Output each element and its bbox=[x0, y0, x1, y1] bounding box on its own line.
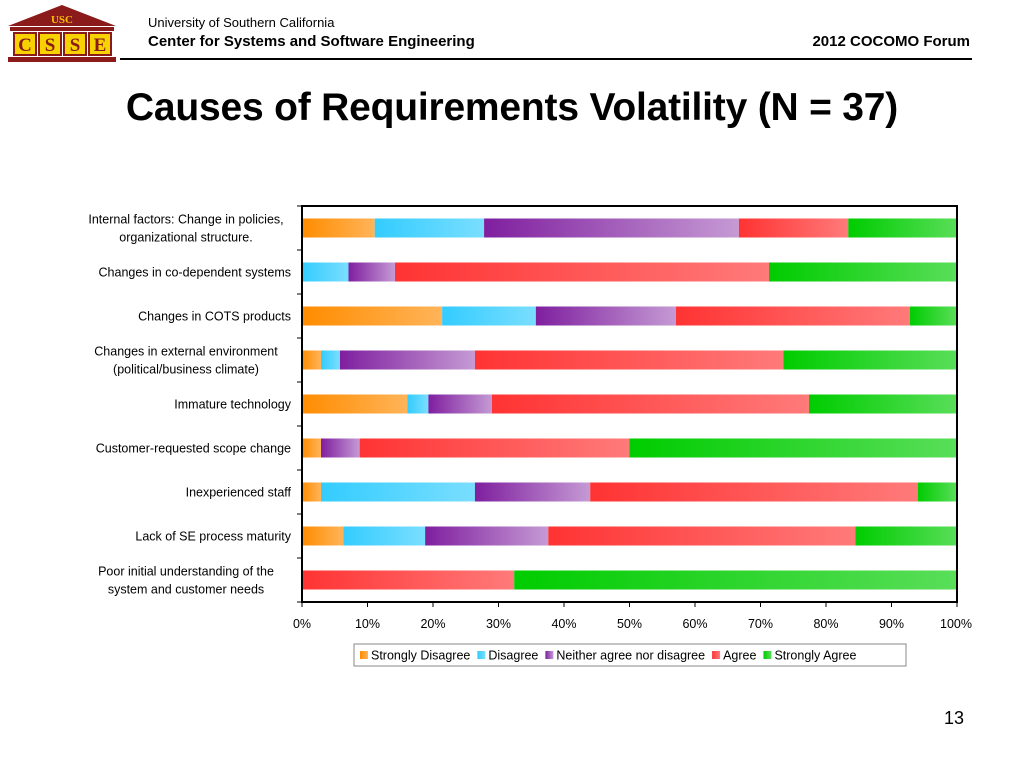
bar-segment bbox=[442, 306, 536, 326]
category-label: Inexperienced staff bbox=[186, 486, 292, 500]
bar-segment bbox=[491, 394, 809, 414]
category-label: Changes in co-dependent systems bbox=[99, 266, 291, 280]
center-name: Center for Systems and Software Engineer… bbox=[148, 33, 475, 50]
logo-letter-box bbox=[63, 32, 87, 56]
university-name: University of Southern California bbox=[148, 15, 335, 30]
bar-segment bbox=[302, 262, 349, 282]
legend-swatch bbox=[712, 651, 721, 659]
legend-label: Disagree bbox=[488, 649, 538, 663]
bar-segment bbox=[769, 262, 957, 282]
x-tick-label: 20% bbox=[420, 617, 445, 631]
x-tick-label: 50% bbox=[617, 617, 642, 631]
bar-segment bbox=[514, 570, 957, 590]
bar-segment bbox=[738, 218, 849, 238]
legend-label: Strongly Agree bbox=[774, 649, 856, 663]
header-divider bbox=[120, 58, 972, 60]
bar-segment bbox=[407, 394, 429, 414]
bar-segment bbox=[374, 218, 485, 238]
category-label: Changes in COTS products bbox=[138, 310, 291, 324]
x-tick-label: 80% bbox=[813, 617, 838, 631]
category-label: Poor initial understanding of the bbox=[98, 565, 274, 579]
bar-segment bbox=[848, 218, 958, 238]
bar-segment bbox=[474, 350, 784, 370]
logo-letter-box bbox=[13, 32, 37, 56]
logo-letter: S bbox=[45, 35, 56, 56]
bar-segment bbox=[474, 482, 591, 502]
bar-segment bbox=[320, 350, 340, 370]
bar-segment bbox=[302, 306, 443, 326]
bar-segment bbox=[855, 526, 958, 546]
bar-segment bbox=[676, 306, 910, 326]
bar-segment bbox=[425, 526, 549, 546]
bar-segment bbox=[909, 306, 957, 326]
bar-segment bbox=[302, 394, 408, 414]
bar-segment bbox=[548, 526, 856, 546]
legend-label: Neither agree nor disagree bbox=[556, 649, 705, 663]
logo-letter: S bbox=[70, 35, 81, 56]
bar-segment bbox=[808, 394, 957, 414]
category-label: Immature technology bbox=[174, 398, 291, 412]
category-label: system and customer needs bbox=[108, 583, 264, 597]
logo-letter: C bbox=[18, 35, 32, 56]
category-label: Internal factors: Change in policies, bbox=[88, 213, 283, 227]
slide-number: 13 bbox=[943, 708, 964, 728]
x-tick-label: 100% bbox=[940, 617, 972, 631]
logo-letter: E bbox=[94, 35, 107, 56]
x-tick-label: 60% bbox=[682, 617, 707, 631]
category-label: Changes in external environment bbox=[94, 345, 278, 359]
bar-segment bbox=[339, 350, 475, 370]
bar-segment bbox=[302, 350, 321, 370]
bar-segment bbox=[917, 482, 957, 502]
bar-segment bbox=[428, 394, 492, 414]
legend: Strongly Disagree Disagree Neither agree n… bbox=[353, 643, 907, 667]
bar-segment bbox=[484, 218, 739, 238]
x-tick-label: 70% bbox=[748, 617, 773, 631]
bar-segment bbox=[395, 262, 770, 282]
forum-name: 2012 COCOMO Forum bbox=[812, 33, 970, 50]
slide-title: Causes of Requirements Volatility (N = 3… bbox=[125, 86, 899, 129]
bar-segment bbox=[302, 218, 375, 238]
bar-segment bbox=[535, 306, 677, 326]
legend-swatch bbox=[360, 651, 368, 659]
logo-letter-box bbox=[88, 32, 112, 56]
bar-segment bbox=[629, 438, 957, 458]
bar-segment bbox=[590, 482, 918, 502]
legend-swatch bbox=[477, 651, 486, 659]
legend-swatch bbox=[545, 651, 554, 659]
x-tick-label: 40% bbox=[551, 617, 576, 631]
bar-segment bbox=[302, 482, 321, 502]
x-tick-label: 0% bbox=[293, 617, 311, 631]
x-tick-label: 30% bbox=[486, 617, 511, 631]
bar-segment bbox=[320, 482, 475, 502]
bar-segment bbox=[348, 262, 396, 282]
legend-label: Strongly Disagree bbox=[371, 649, 470, 663]
bar-segment bbox=[302, 526, 344, 546]
category-label: (political/business climate) bbox=[113, 363, 259, 377]
legend-label: Agree bbox=[723, 649, 756, 663]
category-label: Lack of SE process maturity bbox=[135, 530, 291, 544]
logo-usc-text: USC bbox=[51, 14, 73, 26]
bar-segment bbox=[343, 526, 426, 546]
logo-letter-box bbox=[38, 32, 62, 56]
bar-segment bbox=[783, 350, 957, 370]
bar-segment bbox=[302, 570, 515, 590]
category-label: organizational structure. bbox=[119, 231, 252, 245]
x-tick-label: 90% bbox=[879, 617, 904, 631]
bar-segment bbox=[302, 438, 321, 458]
bar-segment bbox=[320, 438, 360, 458]
legend-box bbox=[353, 643, 907, 667]
x-tick-label: 10% bbox=[355, 617, 380, 631]
bar-segment bbox=[359, 438, 630, 458]
legend-swatch bbox=[763, 651, 772, 659]
category-label: Customer-requested scope change bbox=[96, 442, 291, 456]
